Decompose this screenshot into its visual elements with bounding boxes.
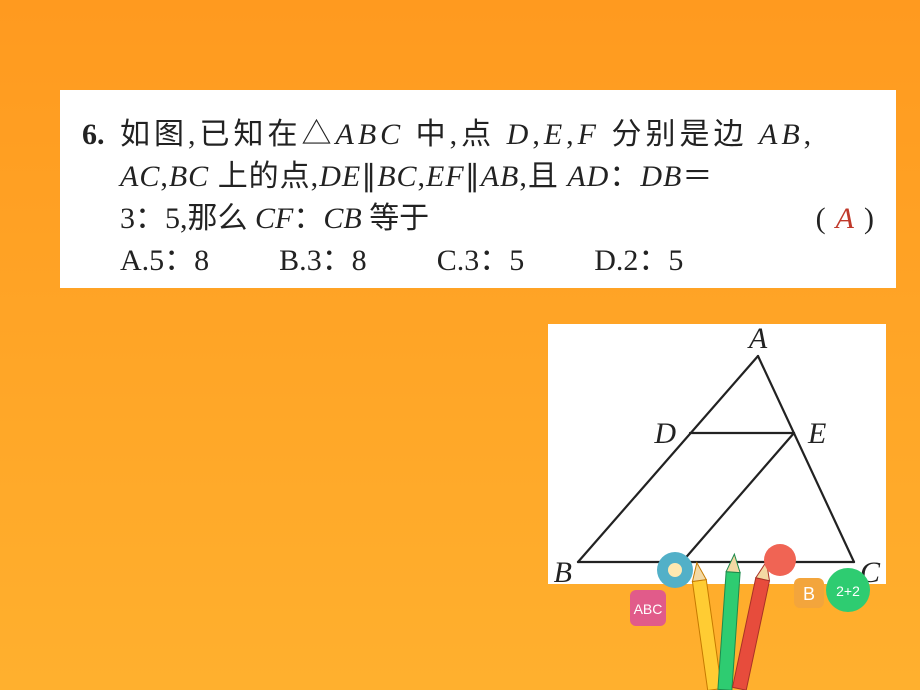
text: 如图,已知在△ [120,118,336,151]
question-line-3: 3：5,那么 CF：CB 等于 (A) [120,198,874,240]
parallel: ∥ [361,160,377,193]
math-f: F [578,118,600,151]
question-line-2: AC,BC 上的点,DE∥BC,EF∥AB,且 AD：DB＝ [120,156,874,198]
answer-letter: A [826,202,864,235]
text: ,且 [519,160,567,193]
option-label: C. [437,244,465,277]
math-bc2: BC [377,160,417,193]
math-abc: ABC [336,118,405,151]
question-line-1: 如图,已知在△ABC 中,点 D,E,F 分别是边 AB, [120,114,874,156]
math-de: DE [319,160,361,193]
text: 分别是边 [600,118,759,151]
text: 等于 [362,202,430,235]
math-ac: AC [120,160,160,193]
text: , [566,118,578,151]
text: , [160,160,169,193]
bracket-open: ( [816,202,826,235]
svg-text:A: A [747,324,768,355]
text: 上的点, [209,160,319,193]
decorative-stationery-icon: ABC B 2+2 [630,520,890,690]
text: 3：5,那么 [120,202,255,235]
option-a: A.5：8 [120,240,209,282]
bracket-close: ) [864,202,874,235]
option-value: 5：8 [149,244,209,277]
math-cb: CB [323,202,361,235]
decor-svg: ABC B 2+2 [630,520,890,690]
option-label: B. [279,244,307,277]
svg-text:B: B [554,556,572,584]
math-cf: CF [255,202,293,235]
text: ＝ [682,160,713,193]
svg-text:B: B [803,584,815,604]
option-b: B.3：8 [279,240,367,282]
math-ad: AD [567,160,609,193]
question-body: 如图,已知在△ABC 中,点 D,E,F 分别是边 AB, AC,BC 上的点,… [120,114,874,282]
option-label: D. [594,244,623,277]
question-row: 6. 如图,已知在△ABC 中,点 D,E,F 分别是边 AB, AC,BC 上… [82,114,874,282]
text: , [532,118,544,151]
option-value: 3：8 [307,244,367,277]
option-label: A. [120,244,149,277]
math-e: E [544,118,566,151]
math-db: DB [640,160,682,193]
svg-text:2+2: 2+2 [836,583,860,599]
question-card: 6. 如图,已知在△ABC 中,点 D,E,F 分别是边 AB, AC,BC 上… [60,90,896,288]
option-c: C.3：5 [437,240,525,282]
text: ： [293,202,323,235]
option-value: 2：5 [623,244,683,277]
question-number: 6. [82,118,120,152]
math-ab: AB [759,118,804,151]
answer-slot: (A) [816,198,874,240]
option-d: D.2：5 [594,240,683,282]
svg-text:D: D [653,417,676,450]
text: , [418,160,427,193]
math-ef: EF [426,160,465,193]
math-bc: BC [169,160,209,193]
parallel: ∥ [465,160,481,193]
option-value: 3：5 [464,244,524,277]
text: , [804,118,816,151]
text: 中,点 [404,118,507,151]
svg-text:ABC: ABC [634,601,663,617]
math-ab2: AB [481,160,520,193]
options-row: A.5：8 B.3：8 C.3：5 D.2：5 [120,240,874,282]
math-d: D [507,118,533,151]
svg-text:E: E [807,417,826,450]
text: ： [609,160,640,193]
